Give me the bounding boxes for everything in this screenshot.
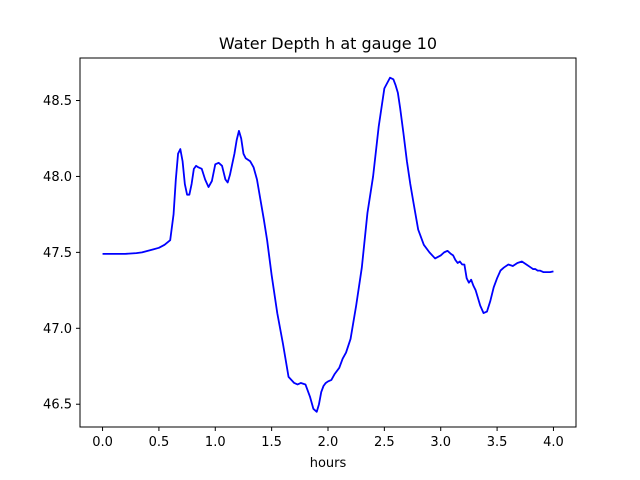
plot-area: [102, 76, 554, 413]
y-axis: 46.5 47.0 47.5 48.0 48.5: [43, 94, 80, 413]
x-axis: 0.0 0.5 1.0 1.5 2.0 2.5 3.0 3.5 4.0: [92, 427, 564, 450]
series-line-0: [102, 76, 554, 413]
x-axis-label: hours: [310, 456, 347, 471]
x-tick-label: 2.5: [374, 435, 395, 450]
y-tick-label: 47.0: [43, 322, 72, 337]
y-tick-label: 48.0: [43, 170, 72, 185]
x-tick-label: 3.5: [487, 435, 508, 450]
plot-frame: [79, 57, 577, 428]
x-tick-label: 4.0: [543, 435, 564, 450]
x-tick-label: 3.0: [430, 435, 451, 450]
chart-title: Water Depth h at gauge 10: [219, 34, 437, 53]
y-tick-label: 47.5: [43, 246, 72, 261]
x-tick-label: 2.0: [318, 435, 339, 450]
x-tick-label: 0.0: [92, 435, 113, 450]
x-tick-label: 0.5: [149, 435, 170, 450]
x-tick-label: 1.0: [205, 435, 226, 450]
y-tick-label: 46.5: [43, 398, 72, 413]
y-tick-label: 48.5: [43, 94, 72, 109]
x-tick-label: 1.5: [261, 435, 282, 450]
